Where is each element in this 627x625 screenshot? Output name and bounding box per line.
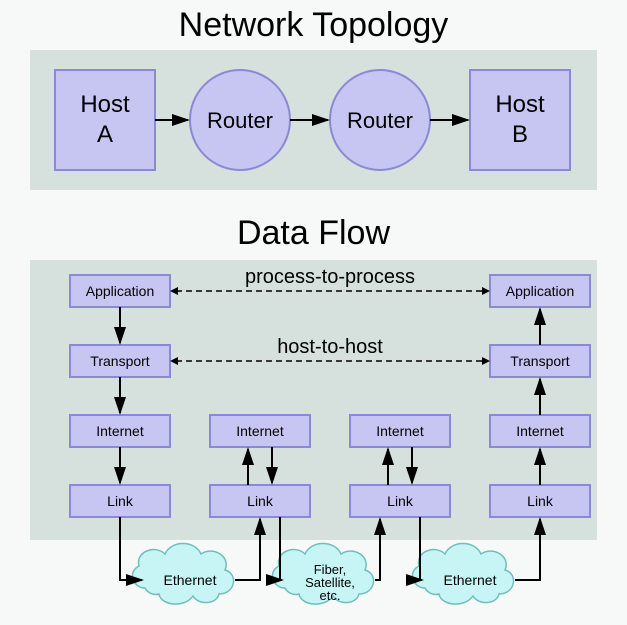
host-b [470, 70, 570, 170]
c2-link-label: Link [247, 493, 274, 509]
cloud-mid-l3: etc. [320, 588, 341, 603]
c2-internet-label: Internet [236, 423, 284, 439]
cloud-eth1-label: Ethernet [164, 572, 217, 588]
c3-internet-label: Internet [376, 423, 424, 439]
host-b-label2: B [512, 121, 528, 148]
dash-process-label: process-to-process [245, 266, 415, 288]
dash-host-label: host-to-host [277, 336, 383, 358]
c3-link-label: Link [387, 493, 414, 509]
topology-title: Network Topology [179, 6, 449, 44]
c1-transport-label: Transport [90, 353, 150, 369]
dataflow-title: Data Flow [237, 214, 390, 252]
c4-internet-label: Internet [516, 423, 564, 439]
c4-application-label: Application [506, 283, 575, 299]
host-a [55, 70, 155, 170]
router-1-label: Router [207, 108, 273, 133]
host-a-label1: Host [80, 91, 130, 118]
c4-link-label: Link [527, 493, 554, 509]
cloud-eth2-label: Ethernet [444, 572, 497, 588]
c1-application-label: Application [86, 283, 155, 299]
host-b-label1: Host [495, 91, 545, 118]
c4-transport-label: Transport [510, 353, 570, 369]
host-a-label2: A [97, 121, 113, 148]
router-2-label: Router [347, 108, 413, 133]
c1-internet-label: Internet [96, 423, 144, 439]
c1-link-label: Link [107, 493, 134, 509]
